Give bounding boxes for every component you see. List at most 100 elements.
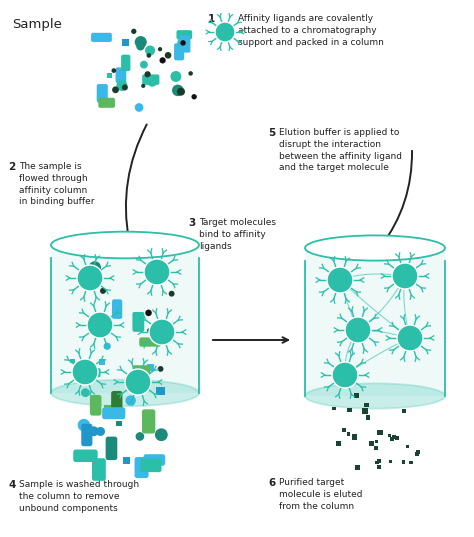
Text: 1: 1 [208,14,215,24]
Bar [104,405,112,412]
Bar [151,274,156,279]
Circle shape [177,37,189,48]
Circle shape [180,40,186,46]
Circle shape [79,361,86,368]
Circle shape [78,419,90,431]
Bar [392,436,396,439]
Bar [395,436,399,440]
Bar [374,446,378,449]
Bar [354,393,359,398]
Bar [305,248,445,396]
Circle shape [332,362,358,388]
Bar [51,245,199,393]
Bar [147,364,154,371]
Bar [355,465,360,470]
FancyBboxPatch shape [135,457,148,478]
Bar [365,415,371,420]
Ellipse shape [305,235,445,260]
FancyBboxPatch shape [79,368,100,378]
Circle shape [135,36,147,48]
Text: Sample: Sample [12,18,62,31]
FancyBboxPatch shape [142,75,159,85]
Bar [99,359,105,365]
Bar [122,39,128,46]
Circle shape [89,426,99,436]
Circle shape [81,388,90,397]
Circle shape [158,366,164,372]
Text: 4: 4 [8,480,15,490]
Circle shape [136,432,144,441]
Circle shape [172,84,183,96]
Circle shape [158,47,162,52]
FancyBboxPatch shape [102,407,125,419]
FancyBboxPatch shape [91,33,112,42]
FancyBboxPatch shape [98,98,115,108]
Ellipse shape [51,380,199,407]
Circle shape [191,94,197,99]
Text: Affinity ligands are covalently
attached to a chromatography
support and packed : Affinity ligands are covalently attached… [238,14,384,47]
Circle shape [131,28,137,34]
FancyBboxPatch shape [90,395,101,416]
FancyBboxPatch shape [176,30,192,39]
FancyBboxPatch shape [140,459,162,472]
FancyBboxPatch shape [73,449,98,462]
FancyBboxPatch shape [179,35,191,53]
Circle shape [89,262,101,274]
Circle shape [112,86,119,93]
Circle shape [155,429,168,441]
Circle shape [169,291,174,296]
Ellipse shape [305,383,445,409]
FancyBboxPatch shape [142,409,155,433]
Bar [116,420,122,426]
FancyBboxPatch shape [112,299,122,319]
Text: Target molecules
bind to affinity
ligands: Target molecules bind to affinity ligand… [199,218,276,251]
Bar [375,440,378,442]
Bar [389,460,392,463]
Circle shape [122,84,128,90]
Bar [415,452,419,456]
Circle shape [117,80,128,91]
Bar [377,459,381,463]
Circle shape [177,88,185,96]
FancyBboxPatch shape [139,337,161,347]
Ellipse shape [51,231,199,258]
Bar [375,461,379,465]
Text: The sample is
flowed through
affinity column
in binding buffer: The sample is flowed through affinity co… [19,162,94,206]
FancyBboxPatch shape [106,437,117,460]
Bar [332,407,336,410]
Circle shape [96,427,105,436]
Text: Elution buffer is applied to
disrupt the interaction
between the affinity ligand: Elution buffer is applied to disrupt the… [279,128,402,172]
Bar [70,359,74,364]
Bar [410,461,412,465]
FancyBboxPatch shape [81,424,92,446]
Bar [365,403,369,408]
Bar [362,408,368,413]
Bar [90,316,93,320]
Circle shape [140,61,148,69]
FancyBboxPatch shape [92,458,106,481]
FancyBboxPatch shape [116,67,126,83]
Circle shape [145,71,151,77]
FancyBboxPatch shape [174,43,184,60]
Bar [416,451,419,454]
Text: Sample is washed through
the column to remove
unbound components: Sample is washed through the column to r… [19,480,139,513]
Circle shape [125,369,151,395]
Bar [342,429,346,432]
Circle shape [160,57,166,63]
Text: 5: 5 [268,128,275,138]
Circle shape [103,343,111,350]
FancyBboxPatch shape [133,365,150,375]
Circle shape [327,267,353,293]
Circle shape [100,288,106,294]
Circle shape [149,319,175,345]
Circle shape [135,103,144,112]
Circle shape [137,42,145,50]
Circle shape [397,325,423,351]
Circle shape [165,52,172,59]
Bar [355,394,359,398]
Bar [156,387,164,395]
Circle shape [188,71,193,76]
Circle shape [145,310,152,316]
FancyBboxPatch shape [97,84,108,103]
Circle shape [178,38,186,46]
